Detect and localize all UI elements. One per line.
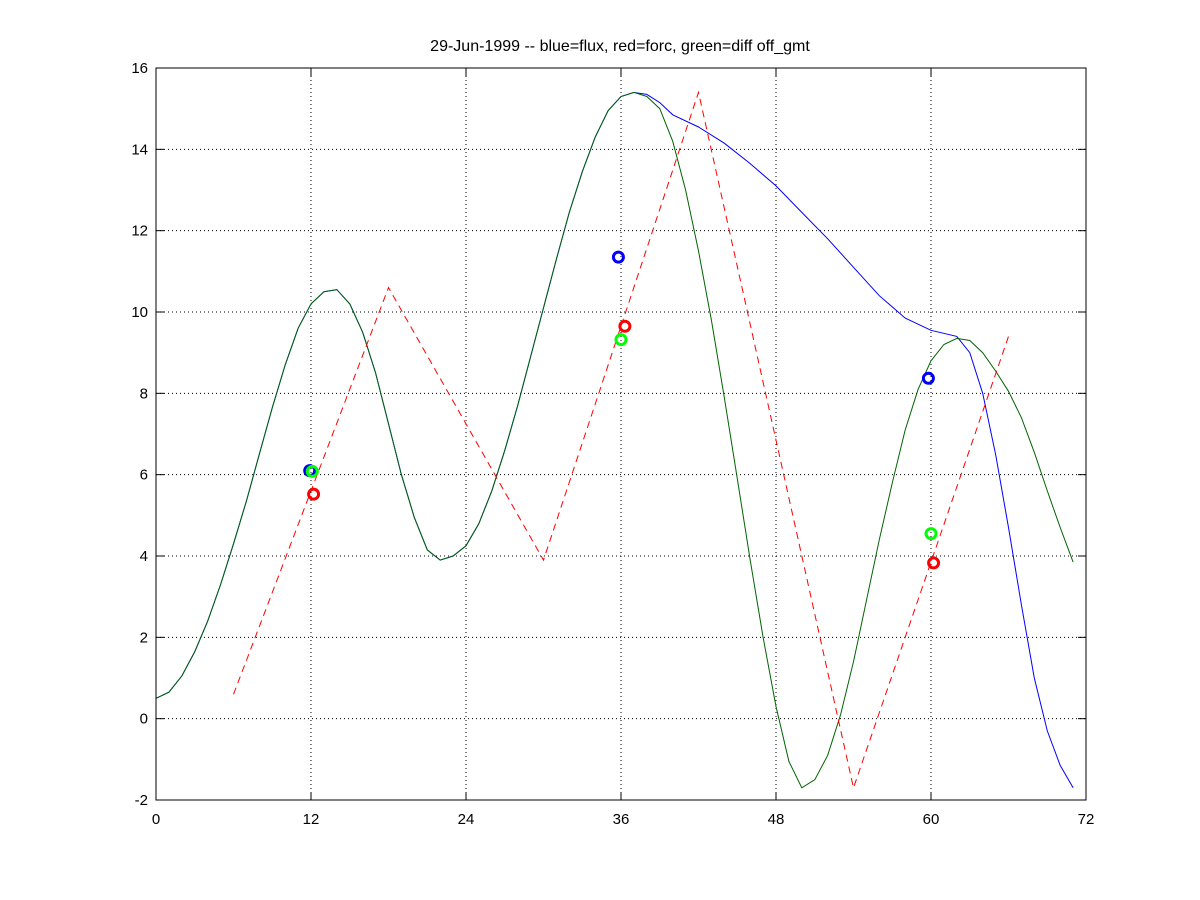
data-marker-3 bbox=[611, 250, 625, 264]
y-tick-label: 10 bbox=[131, 304, 148, 321]
y-tick-label: 14 bbox=[131, 141, 148, 158]
y-tick-label: 0 bbox=[140, 711, 148, 728]
y-tick-label: 2 bbox=[140, 629, 148, 646]
chart-title: 29-Jun-1999 -- blue=flux, red=forc, gree… bbox=[430, 38, 810, 55]
x-tick-label: 24 bbox=[458, 811, 475, 828]
series-layer bbox=[155, 90, 1074, 790]
x-tick-label: 12 bbox=[303, 811, 320, 828]
x-tick-label: 48 bbox=[768, 811, 785, 828]
y-tick-label: 12 bbox=[131, 223, 148, 240]
data-marker-5 bbox=[614, 333, 628, 347]
series-line-1 bbox=[155, 91, 1074, 789]
grid bbox=[156, 68, 1086, 800]
y-tick-label: 6 bbox=[140, 467, 148, 484]
x-tick-label: 72 bbox=[1078, 811, 1095, 828]
y-tick-label: 16 bbox=[131, 60, 148, 77]
x-tick-label: 36 bbox=[613, 811, 630, 828]
data-marker-4 bbox=[618, 319, 632, 333]
x-tick-label: 0 bbox=[152, 811, 160, 828]
y-tick-label: 8 bbox=[140, 385, 148, 402]
series-line-2 bbox=[233, 90, 1009, 790]
data-marker-2 bbox=[307, 487, 321, 501]
data-marker-6 bbox=[921, 371, 935, 385]
y-tick-label: -2 bbox=[135, 792, 148, 809]
y-tick-label: 4 bbox=[140, 548, 148, 565]
data-marker-1 bbox=[305, 464, 319, 478]
marker-layer bbox=[303, 250, 941, 570]
x-tick-label: 60 bbox=[923, 811, 940, 828]
data-marker-8 bbox=[927, 556, 941, 570]
data-marker-7 bbox=[924, 527, 938, 541]
